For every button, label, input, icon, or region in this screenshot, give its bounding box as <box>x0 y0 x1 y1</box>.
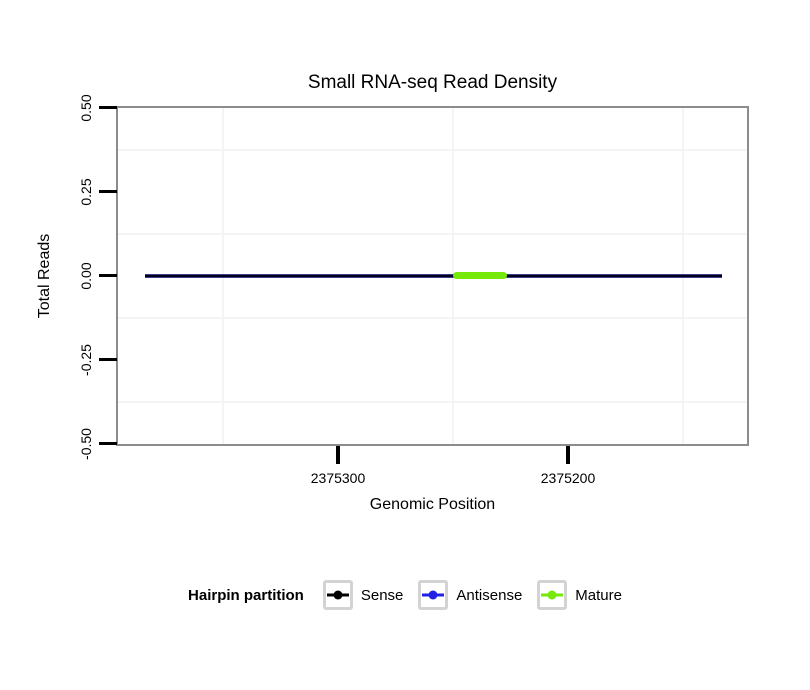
legend-item-antisense: Antisense <box>418 580 522 610</box>
plot-panel <box>116 106 749 446</box>
chart-title: Small RNA-seq Read Density <box>307 72 558 93</box>
legend-item-mature: Mature <box>537 580 622 610</box>
y-axis-tick <box>99 274 117 277</box>
x-tick-label: 2375300 <box>310 470 366 486</box>
antisense-dot-swatch <box>428 590 438 600</box>
legend-key-box <box>537 580 568 610</box>
y-axis-tick <box>99 106 117 109</box>
minor-gridline-horizontal <box>118 233 747 235</box>
x-axis-label: Genomic Position <box>369 496 496 513</box>
minor-gridline-horizontal <box>118 317 747 319</box>
legend-title: Hairpin partition <box>188 586 304 604</box>
y-tick-label: 0.50 <box>78 94 94 122</box>
y-tick-label: 0.00 <box>78 262 94 290</box>
legend: Hairpin partition Sense Antisense Mature <box>0 578 810 612</box>
sense-dot-swatch <box>333 590 343 600</box>
legend-item-sense: Sense <box>322 580 404 610</box>
legend-key-box <box>418 580 449 610</box>
y-tick-label: -0.50 <box>78 428 94 460</box>
legend-key-box <box>322 580 353 610</box>
y-tick-label: -0.25 <box>78 344 94 376</box>
minor-gridline-horizontal <box>118 149 747 151</box>
y-axis-tick <box>99 442 117 445</box>
x-axis-tick <box>566 446 570 464</box>
x-tick-label: 2375200 <box>540 470 596 486</box>
y-axis-label: Total Reads <box>36 233 53 319</box>
y-axis-tick <box>99 358 117 361</box>
mature-mirna-segment <box>453 272 507 279</box>
legend-label-sense: Sense <box>360 586 404 604</box>
minor-gridline-horizontal <box>118 401 747 403</box>
legend-label-antisense: Antisense <box>456 586 523 604</box>
y-tick-label: 0.25 <box>78 178 94 206</box>
sense-read-density-line <box>145 274 722 278</box>
x-axis-tick <box>336 446 340 464</box>
legend-label-mature: Mature <box>575 586 622 604</box>
y-axis-tick <box>99 190 117 193</box>
mature-dot-swatch <box>547 590 557 600</box>
